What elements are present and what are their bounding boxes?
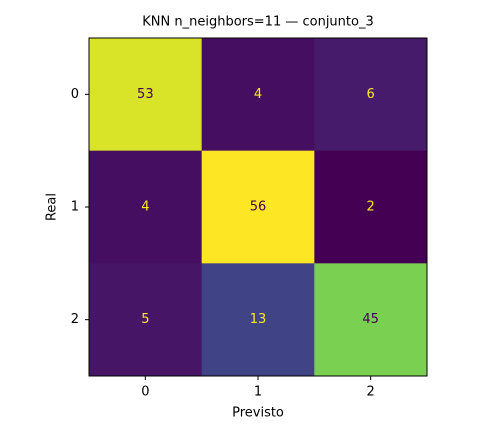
cell: [89, 263, 203, 377]
cell: [89, 150, 203, 264]
cell-label: 4: [254, 87, 262, 102]
cell: [201, 150, 315, 264]
x-tick-label: 1: [254, 385, 262, 400]
chart-title: KNN n_neighbors=11 — conjunto_3: [142, 15, 373, 30]
cell: [314, 38, 428, 152]
cell-label: 6: [367, 87, 375, 102]
cell-label: 56: [250, 200, 267, 215]
x-axis-label: Previsto: [232, 406, 284, 421]
cell-label: 4: [141, 200, 149, 215]
cell: [314, 263, 428, 377]
cell: [201, 263, 315, 377]
cell-label: 5: [141, 312, 149, 327]
y-axis-label: Real: [45, 193, 60, 221]
cell-label: 13: [250, 312, 267, 327]
y-tick-label: 2: [71, 312, 79, 327]
x-tick-label: 0: [141, 385, 149, 400]
cell: [89, 38, 203, 152]
cell: [201, 38, 315, 152]
cell-label: 2: [367, 200, 375, 215]
cell-label: 45: [362, 312, 379, 327]
cell: [314, 150, 428, 264]
x-tick-label: 2: [367, 385, 375, 400]
y-tick-label: 0: [71, 87, 79, 102]
y-tick-label: 1: [71, 200, 79, 215]
cell-label: 53: [137, 87, 154, 102]
